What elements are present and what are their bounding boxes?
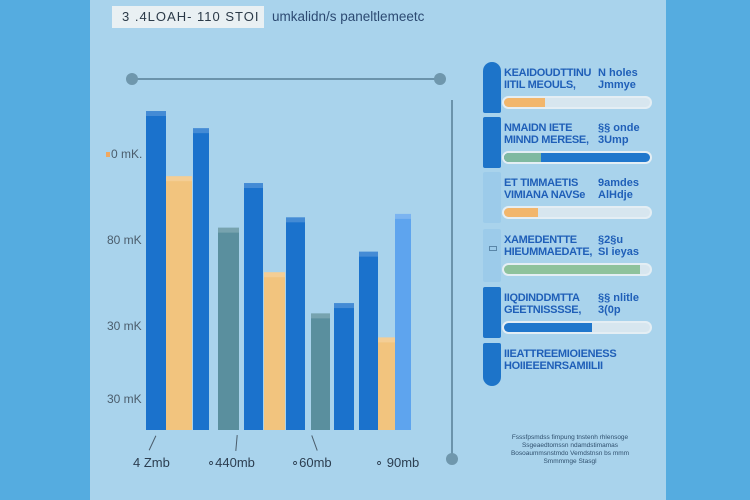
x-tick-label: ∘440mb [207,455,255,470]
bar-cap [264,272,285,278]
row-label: ET TIMMAETIS VIMIANA NAVSe [504,177,585,201]
bar-blue [244,183,263,430]
bar-cap [166,176,192,182]
row-label: NMAIDN IETE MINND MERESE, [504,122,589,146]
row-label-line2: VIMIANA NAVSe [504,189,586,201]
title-box: 3 .4LOAH- 110 STOI [112,6,264,28]
y-tick-label: 30 mK [107,392,142,406]
bar-yellow [378,337,395,430]
left-side-panel [0,0,90,500]
bar-blue [193,128,209,430]
row-label-line1: IIEATTREEMIOIENESS [504,348,617,360]
bar-blue [334,303,354,430]
progress-fill [504,208,538,217]
row-value-line1: §§ onde [598,122,640,134]
row-value: §§ onde 3Ump [598,122,640,146]
row-marker [483,62,501,113]
row-value: N holes Jmmye [598,67,638,91]
row-value-line1: §§ nlitle [598,292,639,304]
progress-fill [504,323,592,332]
progress-fill [504,98,545,107]
bar-cap [395,213,411,219]
row-value-line1: 9amdes [598,177,639,189]
x-tick-label: ∘ 90mb [375,455,420,470]
progress-fill [504,153,541,162]
bar-cap [244,183,263,189]
progress-bar [504,153,650,162]
y-tick-label: 0 mK. [106,147,142,161]
subtitle: umkalidn/s paneltlemeetc [272,9,425,24]
bar-teal [218,227,239,430]
range-slider-start-handle[interactable] [126,73,138,85]
row-label-line2: IITIL MEOULS, [504,79,576,91]
row-value-line2: 3(0p [598,304,621,316]
bar-cap [146,111,166,117]
row-label: IIEATTREEMIOIENESS HOIIEEENRSAMIILII [504,348,617,372]
x-tick-label: ∘60mb [291,455,332,470]
row-value-line1: §2§u [598,234,624,246]
bar-blue [359,251,378,430]
row-label: KEAIDOUDTTINU IITIL MEOULS, [504,67,591,91]
y-tick-text: 0 mK. [111,147,143,161]
row-label: XAMEDENTTE HIEUMMAEDATE, [504,234,592,258]
range-slider-end-handle[interactable] [434,73,446,85]
row-value-line1: N holes [598,67,638,79]
bar-blue [286,217,305,430]
row-value: §2§u SI ieyas [598,234,639,258]
bar-cap [311,313,330,319]
bar-cap [334,303,354,309]
bar-cap [286,217,305,223]
row-value-line2: AlHdje [598,189,633,201]
bar-cap [193,128,209,134]
row-marker [483,343,501,386]
bar-yellow [264,272,285,430]
bar-blue [146,111,166,430]
row-label-line2: MINND MERESE, [504,134,589,146]
bar-teal [311,313,330,430]
bar-yellow [166,176,192,430]
progress-bar [504,323,650,332]
x-tick-label: 4 Zmb [133,455,170,470]
row-label-line2: HIEUMMAEDATE, [504,246,593,258]
row-label-line2: GEETNISSSSE, [504,304,582,316]
footnote-text: Fsssfpsmdss fimpung tnstenh rhlensoge Ss… [510,434,630,465]
y-tick-label: 80 mK [107,233,142,247]
row-label-line1: KEAIDOUDTTINU [504,67,592,79]
row-marker [483,287,501,338]
progress-bar [504,98,650,107]
row-value-line2: 3Ump [598,134,629,146]
row-label: IIQDINDDMTTA GEETNISSSSE, [504,292,581,316]
progress-bar [504,208,650,217]
row-value-line2: SI ieyas [598,246,639,258]
row-label-line1: ET TIMMAETIS [504,177,579,189]
progress-fill [504,265,640,274]
row-label-line2: HOIIEEENRSAMIILII [504,360,603,372]
bar-cap [359,251,378,257]
legend-dot-icon [106,152,110,158]
row-value: 9amdes AlHdje [598,177,639,201]
minus-icon [489,246,497,251]
row-marker [483,117,501,168]
bar-cap [218,227,239,233]
range-slider-track[interactable] [132,78,440,80]
row-label-line1: XAMEDENTTE [504,234,577,246]
row-marker [483,172,501,223]
row-marker [483,229,501,282]
row-label-line1: NMAIDN IETE [504,122,573,134]
progress-bar [504,265,650,274]
bar-light_blue [395,213,411,430]
right-side-panel [666,0,750,500]
vertical-slider-handle[interactable] [446,453,458,465]
row-label-line1: IIQDINDDMTTA [504,292,580,304]
row-value: §§ nlitle 3(0p [598,292,639,316]
y-tick-label: 30 mK [107,319,142,333]
row-value-line2: Jmmye [598,79,636,91]
vertical-slider-track[interactable] [451,100,453,457]
bar-cap [378,337,395,343]
